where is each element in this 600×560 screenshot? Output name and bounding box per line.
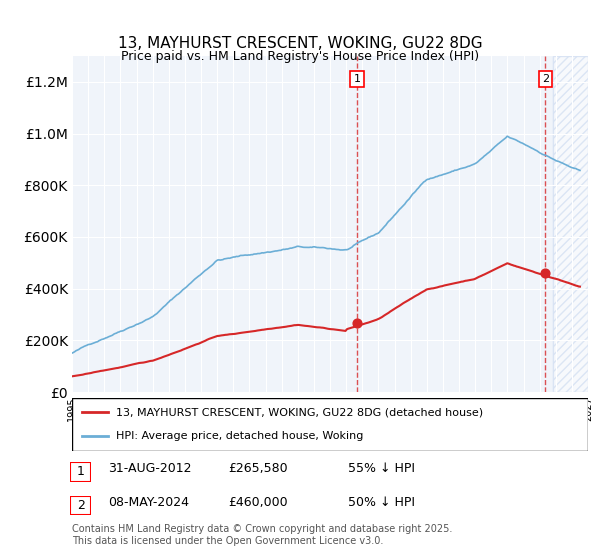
Point [352, 319, 362, 328]
Text: 2: 2 [77, 499, 85, 512]
Text: Contains HM Land Registry data © Crown copyright and database right 2025.
This d: Contains HM Land Registry data © Crown c… [72, 524, 452, 546]
FancyBboxPatch shape [70, 496, 91, 515]
Text: 55% ↓ HPI: 55% ↓ HPI [348, 462, 415, 475]
Text: 13, MAYHURST CRESCENT, WOKING, GU22 8DG (detached house): 13, MAYHURST CRESCENT, WOKING, GU22 8DG … [116, 408, 483, 418]
Text: 50% ↓ HPI: 50% ↓ HPI [348, 496, 415, 509]
Text: 08-MAY-2024: 08-MAY-2024 [108, 496, 189, 509]
Text: 1: 1 [77, 465, 85, 478]
Bar [553, 56, 588, 392]
Text: £460,000: £460,000 [228, 496, 287, 509]
Text: 2: 2 [542, 74, 549, 84]
Bar [553, 56, 588, 392]
FancyBboxPatch shape [70, 462, 91, 482]
Point [541, 269, 550, 278]
Text: 31-AUG-2012: 31-AUG-2012 [108, 462, 191, 475]
Text: 1: 1 [353, 74, 361, 84]
FancyBboxPatch shape [72, 398, 588, 451]
Text: Price paid vs. HM Land Registry's House Price Index (HPI): Price paid vs. HM Land Registry's House … [121, 50, 479, 63]
Text: HPI: Average price, detached house, Woking: HPI: Average price, detached house, Woki… [116, 431, 363, 441]
Text: £265,580: £265,580 [228, 462, 287, 475]
Text: 13, MAYHURST CRESCENT, WOKING, GU22 8DG: 13, MAYHURST CRESCENT, WOKING, GU22 8DG [118, 36, 482, 52]
